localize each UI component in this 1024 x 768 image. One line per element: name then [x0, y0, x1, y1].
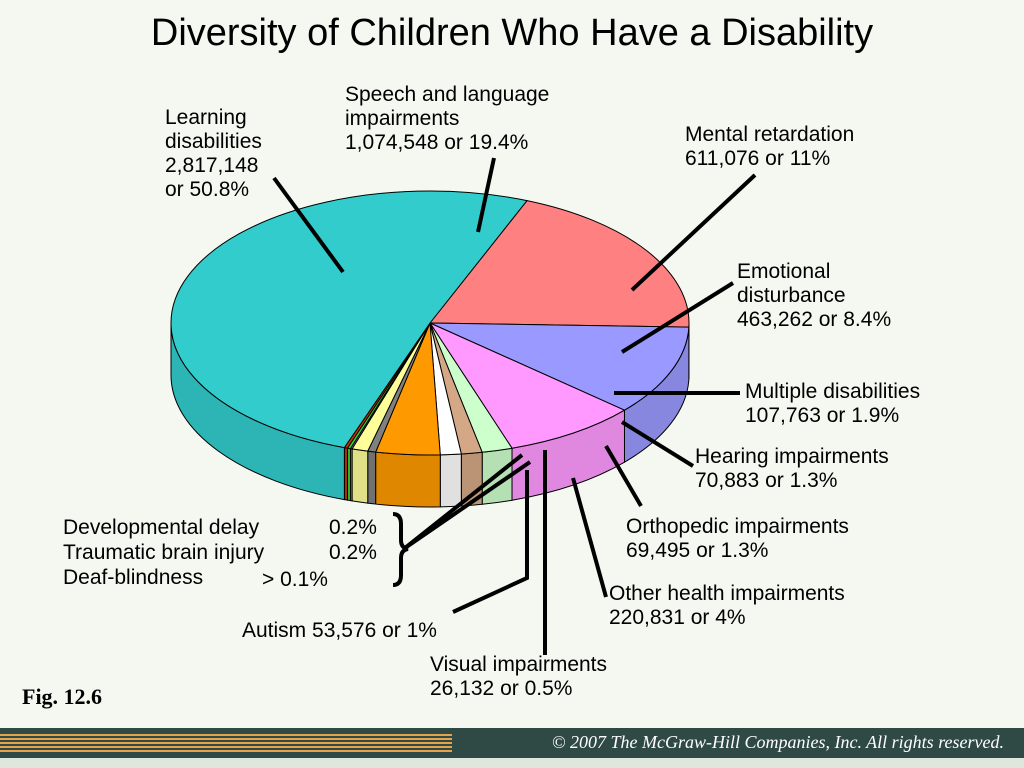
label-emotional: Emotional disturbance 463,262 or 8.4%	[737, 260, 892, 331]
leader-otherh	[571, 477, 608, 598]
label-deafblind: Deaf-blindness	[63, 566, 204, 589]
label-otherh: Other health impairments 220,831 or 4%	[609, 582, 845, 629]
footer-stripes	[0, 734, 452, 752]
brace	[392, 512, 409, 587]
copyright-text: © 2007 The McGraw-Hill Companies, Inc. A…	[551, 732, 1004, 752]
leader-autism	[452, 470, 529, 614]
pie-side-ortho	[439, 453, 462, 508]
footer-bar: © 2007 The McGraw-Hill Companies, Inc. A…	[0, 728, 1024, 758]
leader-speech	[476, 157, 496, 233]
label-autism: Autism 53,576 or 1%	[242, 619, 437, 642]
leader-learning	[272, 176, 345, 274]
label-devdelay: Developmental delay	[63, 516, 260, 539]
label-hearing: Hearing impairments 70,883 or 1.3%	[695, 445, 889, 492]
pie-side-autism	[351, 448, 369, 504]
label-tbi-pct: 0.2%	[329, 541, 377, 564]
label-mental: Mental retardation 611,076 or 11%	[685, 123, 855, 170]
label-visual: Visual impairments 26,132 or 0.5%	[430, 653, 608, 700]
label-learning: Learning disabilities 2,817,148 or 50.8%	[165, 106, 262, 201]
leader-hearing	[620, 420, 695, 468]
pie-slice-emotional	[428, 321, 626, 449]
leader-mental	[630, 173, 757, 292]
leader-small-2	[403, 460, 532, 550]
label-devdelay-pct: 0.2%	[329, 516, 377, 539]
pie-slice-mental	[429, 322, 690, 411]
figure-label: Fig. 12.6	[22, 684, 103, 709]
label-deafblind-pct: > 0.1%	[262, 568, 328, 591]
leader-emotional	[620, 281, 735, 354]
label-tbi: Traumatic brain injury	[63, 541, 265, 564]
pie-slice-learning	[170, 190, 528, 449]
pie-side-visual	[367, 450, 377, 505]
label-speech: Speech and language impairments 1,074,548 …	[345, 83, 550, 154]
leader-ortho	[604, 444, 643, 508]
label-ortho: Orthopedic impairments 69,495 or 1.3%	[626, 515, 849, 562]
bottom-strip	[0, 758, 1024, 768]
label-multiple: Multiple disabilities 107,763 or 1.9%	[745, 380, 921, 427]
chart-title: Diversity of Children Who Have a Disabil…	[150, 12, 874, 54]
pie-side-otherh	[375, 451, 441, 508]
